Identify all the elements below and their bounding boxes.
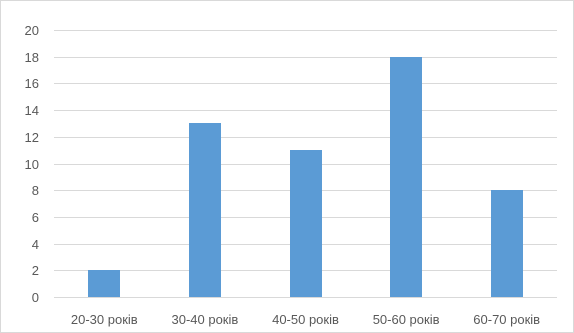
x-tick-label: 30-40 років <box>171 312 238 327</box>
bar <box>88 270 120 297</box>
y-tick-label: 2 <box>32 263 39 278</box>
y-tick-label: 0 <box>32 290 39 305</box>
bar <box>290 150 322 297</box>
x-tick-label: 50-60 років <box>373 312 440 327</box>
bars <box>88 57 523 297</box>
x-tick-label: 40-50 років <box>272 312 339 327</box>
y-tick-label: 8 <box>32 183 39 198</box>
bar <box>189 123 221 297</box>
x-tick-label: 20-30 років <box>71 312 138 327</box>
bar <box>491 190 523 297</box>
y-tick-label: 18 <box>25 50 39 65</box>
y-tick-label: 14 <box>25 103 39 118</box>
y-tick-label: 10 <box>25 157 39 172</box>
y-tick-label: 12 <box>25 130 39 145</box>
x-tick-label: 60-70 років <box>473 312 540 327</box>
y-tick-label: 20 <box>25 23 39 38</box>
y-axis-ticks: 0 2 4 6 8 10 12 14 16 18 20 <box>25 23 39 305</box>
bar <box>390 57 422 297</box>
y-tick-label: 6 <box>32 210 39 225</box>
y-tick-label: 16 <box>25 76 39 91</box>
x-axis-ticks: 20-30 років 30-40 років 40-50 років 50-60 р… <box>71 312 540 327</box>
y-tick-label: 4 <box>32 237 39 252</box>
